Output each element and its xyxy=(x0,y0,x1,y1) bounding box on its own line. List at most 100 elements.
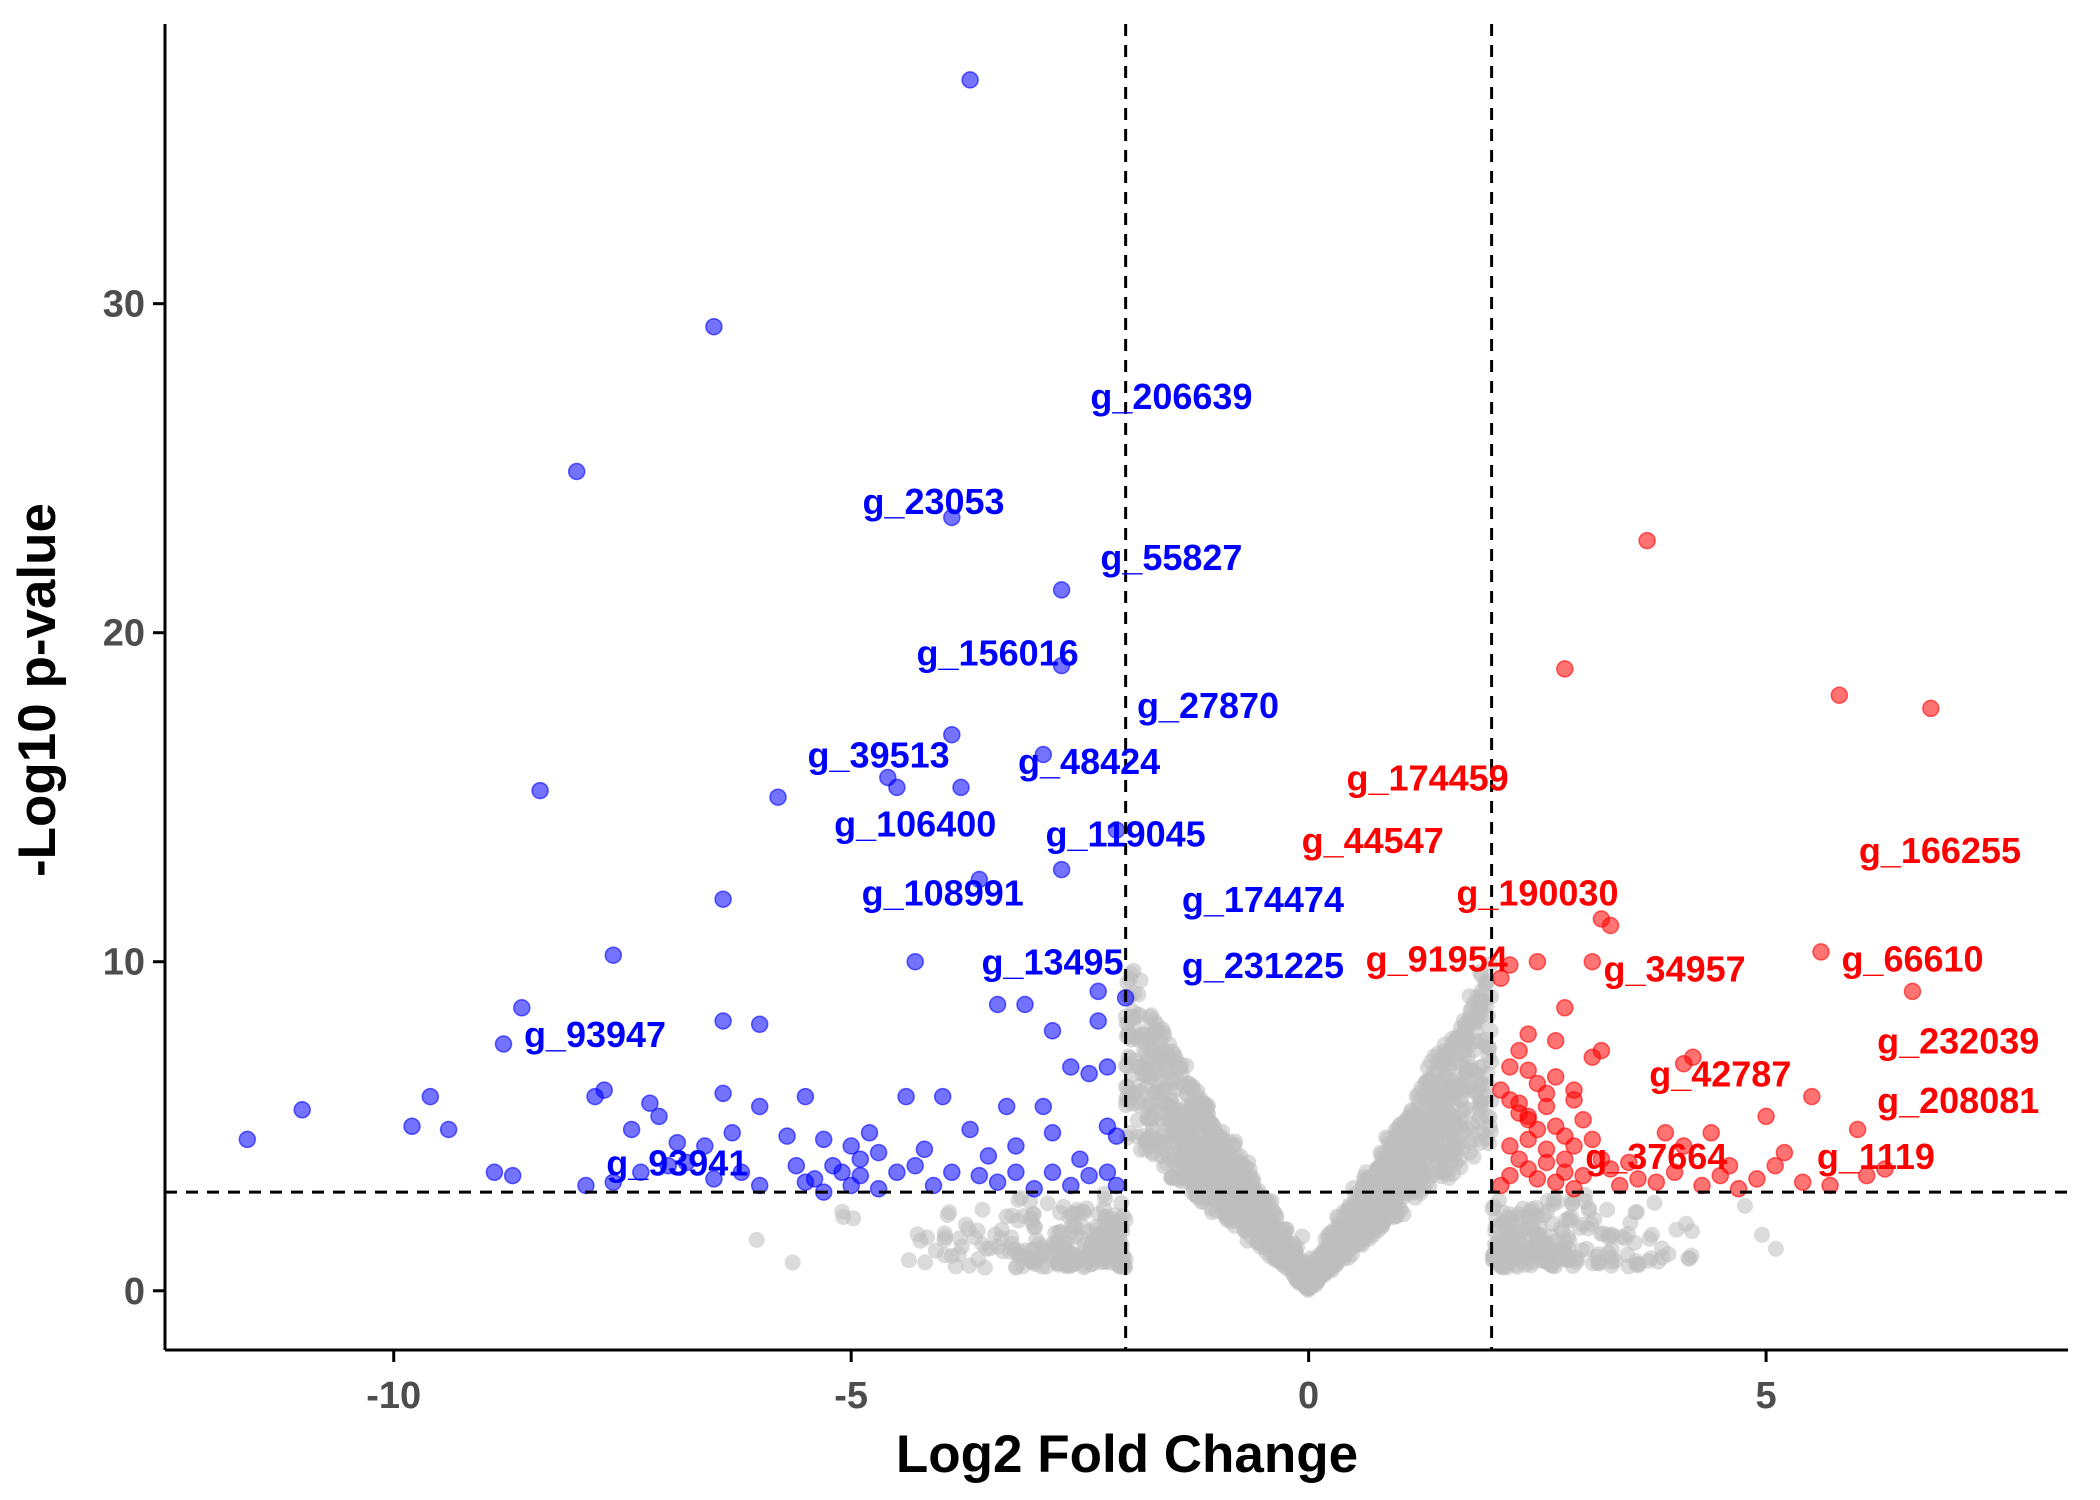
ns-point xyxy=(1366,1174,1383,1191)
up-point xyxy=(1674,1137,1693,1155)
ns-point xyxy=(1607,1253,1624,1269)
up-point xyxy=(1748,1170,1766,1188)
down-point xyxy=(988,1173,1007,1191)
ns-point xyxy=(1435,1115,1452,1132)
up-point xyxy=(1501,1166,1519,1185)
y-tick-label: 30 xyxy=(103,284,145,326)
ns-point xyxy=(748,1231,765,1248)
ns-point xyxy=(1049,1256,1066,1273)
gene-label: g_93941 xyxy=(606,1143,748,1184)
down-point xyxy=(439,1120,458,1139)
ns-point xyxy=(1260,1223,1277,1240)
ns-point xyxy=(1683,1247,1700,1264)
gene-label: g_13495 xyxy=(981,942,1123,983)
up-point xyxy=(1876,1160,1894,1178)
down-point xyxy=(1043,1124,1062,1142)
ns-point xyxy=(1505,1233,1522,1250)
ns-point xyxy=(1196,1165,1213,1182)
ns-point xyxy=(1435,1150,1452,1167)
y-tick-label: 20 xyxy=(103,613,145,655)
ns-point xyxy=(1567,1249,1584,1266)
gene-label: g_119045 xyxy=(1046,813,1206,854)
down-point xyxy=(961,71,979,89)
y-tick-label: 0 xyxy=(124,1271,145,1313)
gene-label: g_66610 xyxy=(1841,939,1983,980)
ns-point xyxy=(941,1204,958,1221)
down-point xyxy=(641,1094,659,1112)
ns-point xyxy=(1145,1043,1162,1059)
y-axis-title: -Log10 p-value xyxy=(8,503,67,877)
ns-point xyxy=(982,1240,999,1257)
x-tick-label: -5 xyxy=(834,1375,868,1417)
down-point xyxy=(943,1163,961,1182)
down-point xyxy=(750,1015,769,1034)
up-point xyxy=(1556,1150,1574,1168)
down-point xyxy=(659,1156,677,1175)
up-point xyxy=(1501,1137,1519,1155)
down-point xyxy=(714,1084,732,1103)
gene-label: g_93947 xyxy=(524,1014,666,1055)
ns-point xyxy=(1539,1192,1556,1209)
ns-point xyxy=(1482,956,1499,973)
ns-point xyxy=(1003,1229,1020,1246)
ns-point xyxy=(1427,1137,1443,1154)
down-point xyxy=(943,508,961,527)
ns-point xyxy=(1173,1126,1190,1143)
ns-point xyxy=(1599,1201,1616,1218)
down-point xyxy=(1043,1163,1062,1182)
ns-point xyxy=(1028,1231,1045,1248)
down-point xyxy=(769,788,787,806)
up-point xyxy=(1601,916,1620,935)
down-point xyxy=(586,1087,604,1106)
ns-point xyxy=(1340,1199,1357,1216)
x-tick-label: -10 xyxy=(366,1375,421,1417)
down-point xyxy=(933,1087,952,1106)
ns-point xyxy=(1411,1167,1428,1184)
ns-point xyxy=(1194,1193,1211,1210)
ns-point xyxy=(1668,1221,1685,1238)
down-point xyxy=(888,1163,906,1182)
down-point xyxy=(668,1133,687,1152)
ns-point xyxy=(1502,1253,1519,1270)
ns-point xyxy=(1335,1246,1352,1263)
ns-point xyxy=(1132,972,1149,989)
down-point xyxy=(567,462,586,481)
up-point xyxy=(1519,1061,1537,1080)
ns-point xyxy=(970,1251,987,1268)
ns-point xyxy=(957,1216,974,1233)
ns-point xyxy=(974,1201,991,1218)
down-point xyxy=(1089,1012,1107,1030)
down-point xyxy=(970,1166,989,1185)
up-point xyxy=(1766,1156,1784,1175)
down-point xyxy=(842,1137,860,1155)
down-point xyxy=(513,999,531,1017)
ns-point xyxy=(1481,1135,1498,1152)
x-axis-title: Log2 Fold Change xyxy=(896,1425,1358,1484)
significant-points xyxy=(238,71,1940,1201)
up-point xyxy=(1757,1107,1775,1126)
down-point xyxy=(485,1163,504,1182)
ns-point xyxy=(1308,1272,1324,1288)
gene-label: g_91954 xyxy=(1366,939,1508,980)
ns-point xyxy=(1139,1110,1156,1127)
ns-point xyxy=(1451,1151,1468,1168)
gene-label: g_208081 xyxy=(1877,1080,2039,1121)
gene-label: g_206639 xyxy=(1090,376,1252,417)
down-point xyxy=(952,778,970,797)
down-point xyxy=(1007,1163,1025,1182)
down-point xyxy=(714,890,732,908)
down-point xyxy=(705,317,723,336)
down-point xyxy=(824,1156,842,1175)
up-point xyxy=(1519,1107,1537,1126)
ns-point xyxy=(1261,1236,1278,1253)
ns-point xyxy=(1622,1214,1639,1231)
down-point xyxy=(604,1173,623,1191)
down-point xyxy=(238,1130,257,1149)
ns-point xyxy=(1395,1142,1412,1159)
down-point xyxy=(869,1143,888,1162)
down-point xyxy=(842,1176,860,1195)
ns-point xyxy=(1462,1003,1479,1020)
down-point xyxy=(403,1117,421,1136)
gene-labels: g_206639 g_23053 g_55827 g_156016 g_27870 g_3… xyxy=(524,376,2039,1184)
up-point xyxy=(1803,1087,1821,1106)
